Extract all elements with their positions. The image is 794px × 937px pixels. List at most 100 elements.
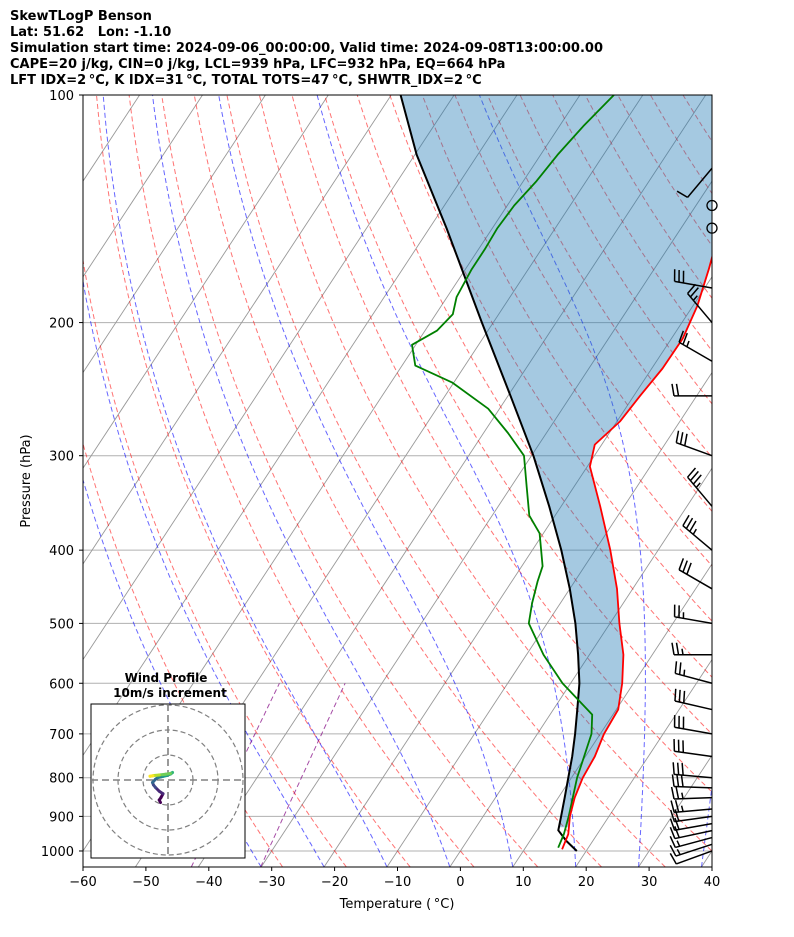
- barb-staff: [674, 700, 713, 711]
- barb-half: [686, 340, 690, 348]
- barb-full: [674, 688, 677, 702]
- barb-full: [674, 661, 678, 674]
- barb-full: [674, 817, 680, 830]
- barb-staff: [674, 616, 713, 625]
- dry-adiabat: [83, 257, 347, 867]
- header-line-4: CAPE=20 j/kg, CIN=0 j/kg, LCL=939 hPa, L…: [10, 57, 506, 72]
- barb-staff: [686, 476, 713, 507]
- isotherm: [83, 95, 329, 470]
- barb-full: [674, 826, 680, 838]
- y-tick-label: 100: [49, 89, 74, 104]
- barb-half: [692, 295, 698, 301]
- moist-adiabat: [83, 278, 325, 867]
- dry-adiabat: [128, 95, 475, 867]
- y-axis-label: Pressure (hPa): [19, 434, 34, 527]
- parcel-line: [399, 95, 581, 852]
- barb-full: [675, 383, 680, 396]
- wind-barb: [669, 850, 713, 865]
- y-tick-label: 300: [49, 450, 74, 465]
- barb-staff: [678, 341, 713, 362]
- moist-adiabat: [218, 95, 514, 867]
- cape-area: [400, 95, 712, 828]
- barb-full: [671, 774, 675, 787]
- wind-barb: [686, 283, 713, 324]
- dry-adiabat: [83, 441, 284, 867]
- header-line-2: Lat: 51.62 Lon: -1.10: [10, 25, 172, 40]
- barb-full: [682, 514, 690, 527]
- barb-full: [676, 774, 680, 787]
- barb-full: [669, 853, 677, 865]
- isotherm: [83, 95, 392, 565]
- dry-adiabat: [716, 95, 794, 867]
- dry-adiabat: [258, 95, 712, 852]
- y-tick-label: 600: [49, 677, 74, 692]
- calm-circle: [706, 222, 718, 234]
- wind-barb: [673, 269, 713, 289]
- axis-ticks: −60 −50 −40 −30 −20 −10 0 10 20 30 40 1000 900 800 700…: [41, 89, 720, 890]
- barb-full: [682, 560, 688, 573]
- barb-full: [675, 642, 680, 655]
- wind-barb: [673, 715, 713, 735]
- barb-full: [689, 470, 699, 482]
- x-tick-label: 30: [641, 875, 658, 890]
- barb-staff: [675, 672, 713, 684]
- isotherm: [0, 95, 77, 867]
- wind-barb: [674, 661, 713, 684]
- barb-full: [670, 800, 675, 813]
- barb-half: [695, 482, 701, 489]
- barb-full: [684, 433, 688, 446]
- x-tick-label: −40: [195, 875, 222, 890]
- y-tick-label: 1000: [41, 845, 74, 860]
- isotherm: [260, 180, 712, 867]
- barb-full: [669, 836, 676, 848]
- wind-barb: [673, 739, 713, 758]
- barb-full: [669, 818, 676, 831]
- dry-adiabat: [389, 95, 712, 622]
- barb-full: [682, 332, 688, 345]
- barb-staff: [674, 822, 713, 831]
- x-axis-label: Temperature ( °C): [339, 897, 455, 912]
- wind-barb: [672, 762, 713, 779]
- y-tick-label: 400: [49, 544, 74, 559]
- barb-full: [678, 558, 685, 571]
- wind-barb: [669, 843, 713, 857]
- y-tick-label: 200: [49, 317, 74, 332]
- wind-barb: [669, 817, 713, 831]
- wind-barb: [706, 199, 718, 212]
- barb-full: [692, 474, 702, 485]
- barb-half: [681, 792, 684, 799]
- barb-staff: [673, 796, 713, 800]
- hodograph-subtitle: 10m/s increment: [113, 686, 227, 700]
- barb-staff: [682, 525, 713, 551]
- dry-adiabat: [324, 95, 712, 735]
- mixing-ratio-line: [260, 683, 346, 867]
- barb-half: [683, 669, 686, 676]
- barb-full: [675, 430, 680, 443]
- dry-adiabat: [226, 95, 666, 867]
- x-tick-label: −20: [321, 875, 348, 890]
- wind-barbs: [669, 167, 718, 865]
- barb-full: [676, 762, 680, 775]
- barb-full: [670, 809, 676, 822]
- barb-full: [689, 287, 699, 298]
- header-line-1: SkewTLogP Benson: [10, 9, 152, 24]
- temperature-line: [561, 254, 712, 850]
- wind-barb: [670, 786, 713, 800]
- moist-adiabat: [102, 95, 388, 867]
- barb-full: [680, 774, 684, 787]
- wind-barb: [670, 809, 713, 823]
- barb-staff: [674, 815, 713, 823]
- x-tick-label: −50: [132, 875, 159, 890]
- dewpoint-line: [411, 95, 615, 849]
- x-tick-label: 20: [578, 875, 595, 890]
- barb-half: [681, 648, 684, 655]
- isotherm: [83, 95, 266, 374]
- barb-staff: [673, 785, 713, 789]
- wind-barb: [682, 514, 713, 551]
- barb-staff: [674, 829, 713, 840]
- barb-staff: [675, 843, 713, 857]
- barb-staff: [686, 167, 713, 198]
- barb-half: [676, 848, 681, 856]
- hodograph: Wind Profile 10m/s increment: [90, 671, 246, 859]
